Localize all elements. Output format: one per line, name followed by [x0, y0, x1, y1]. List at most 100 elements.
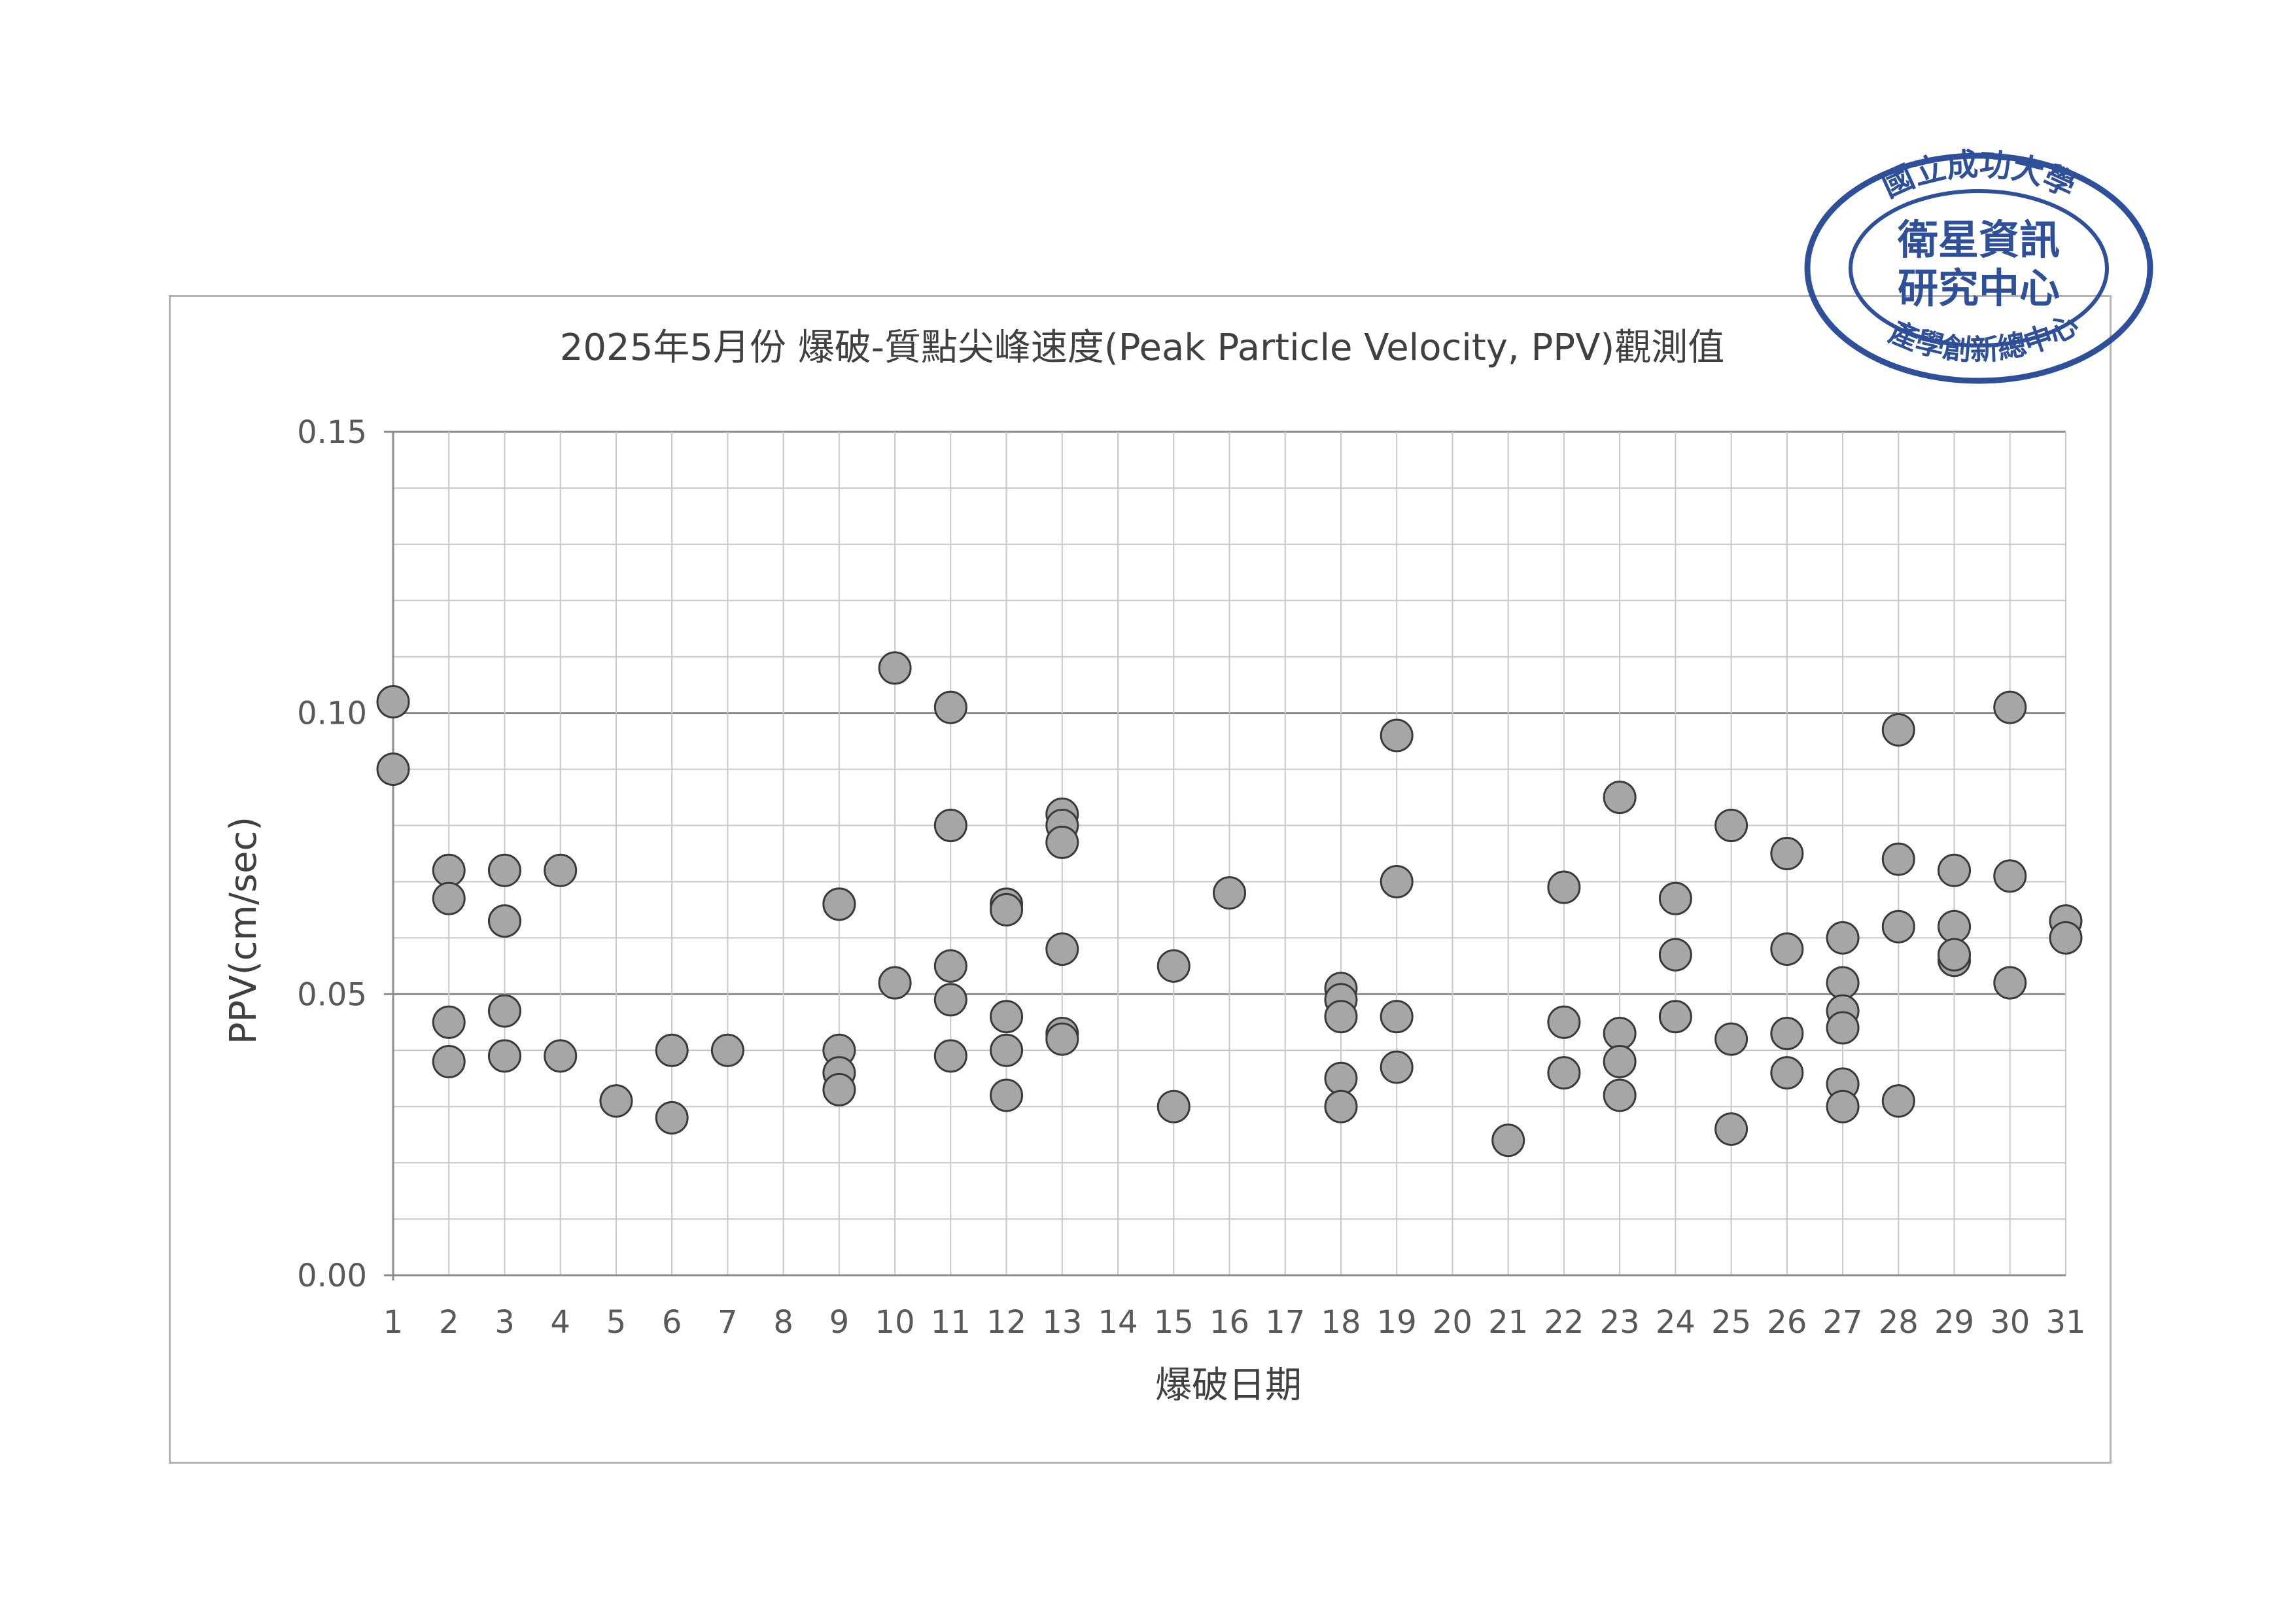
data-point [1770, 932, 1804, 966]
x-tick-label: 30 [1990, 1304, 2030, 1341]
x-tick-label: 4 [550, 1304, 570, 1341]
y-tick-label: 0.15 [297, 414, 367, 451]
data-point [1380, 718, 1414, 752]
x-tick-label: 10 [875, 1304, 915, 1341]
x-tick-label: 14 [1098, 1304, 1138, 1341]
x-tick-label: 15 [1154, 1304, 1194, 1341]
data-point [1547, 1056, 1581, 1090]
data-point [487, 994, 521, 1028]
data-point [1658, 938, 1692, 972]
data-point [1547, 870, 1581, 904]
data-point [878, 966, 912, 1000]
data-point [655, 1033, 689, 1067]
data-point [1881, 842, 1915, 876]
data-point [487, 1039, 521, 1073]
data-point [1770, 1016, 1804, 1050]
x-tick-label: 22 [1544, 1304, 1584, 1341]
data-point [1714, 1022, 1748, 1056]
x-tick-label: 6 [662, 1304, 682, 1341]
x-tick-label: 9 [829, 1304, 850, 1341]
data-point [432, 853, 466, 887]
x-tick-label: 25 [1711, 1304, 1751, 1341]
institution-seal: 國立成功大學 產學創新總中心 衛星資訊 研究中心 [1804, 146, 2153, 384]
y-tick-label: 0.00 [297, 1258, 367, 1294]
x-tick-label: 23 [1600, 1304, 1640, 1341]
data-points [376, 651, 2083, 1157]
y-axis-label: PPV(cm/sec) [222, 817, 265, 1044]
data-point [1603, 1016, 1637, 1050]
x-tick-label: 7 [718, 1304, 738, 1341]
data-point [1658, 1000, 1692, 1034]
seal-inner-line1: 衛星資訊 [1897, 216, 2060, 264]
data-point [710, 1033, 744, 1067]
data-point [1213, 876, 1246, 910]
x-tick-label: 1 [383, 1304, 404, 1341]
x-tick-label: 21 [1488, 1304, 1528, 1341]
data-point [822, 887, 856, 921]
data-point [933, 809, 967, 843]
svg-text:產學創新總中心: 產學創新總中心 [1885, 308, 2084, 367]
data-point [1938, 938, 1972, 972]
data-point [376, 684, 410, 718]
grid-lines [392, 431, 2066, 1277]
data-point [1547, 1005, 1581, 1039]
data-point [1380, 864, 1414, 898]
data-point [1491, 1123, 1525, 1157]
data-point [432, 1044, 466, 1078]
data-point [376, 752, 410, 786]
x-tick-label: 11 [931, 1304, 971, 1341]
data-point [1938, 909, 1972, 944]
data-point [1658, 881, 1692, 915]
data-point [1045, 825, 1079, 859]
x-tick-label: 16 [1209, 1304, 1249, 1341]
data-point [544, 1039, 578, 1073]
x-tick-label: 27 [1823, 1304, 1863, 1341]
x-tick-label: 31 [2045, 1304, 2085, 1341]
data-point [1603, 781, 1637, 815]
x-tick-label: 28 [1879, 1304, 1919, 1341]
data-point [878, 651, 912, 685]
data-point [1045, 932, 1079, 966]
chart-title: 2025年5月份 爆破-質點尖峰速度(Peak Particle Velocit… [560, 327, 1724, 369]
data-point [1993, 859, 2027, 893]
data-point [1881, 1084, 1915, 1118]
data-point [822, 1072, 856, 1106]
data-point [1324, 1061, 1358, 1095]
data-point [487, 904, 521, 938]
data-point [1045, 1022, 1079, 1056]
data-point [1881, 713, 1915, 747]
data-point [1324, 1000, 1358, 1034]
data-point [990, 1000, 1024, 1034]
data-point [1993, 966, 2027, 1000]
x-tick-label: 18 [1321, 1304, 1361, 1341]
x-tick-label: 3 [495, 1304, 515, 1341]
x-tick-label: 12 [986, 1304, 1026, 1341]
seal-bottom-text: 產學創新總中心 [1885, 308, 2084, 367]
data-point [1714, 1112, 1748, 1146]
x-tick-label: 17 [1265, 1304, 1305, 1341]
data-point [1826, 1011, 1860, 1045]
data-point [933, 1039, 967, 1073]
data-point [1380, 1000, 1414, 1034]
data-point [990, 892, 1024, 927]
x-tick-label: 19 [1377, 1304, 1417, 1341]
x-tick-label: 29 [1934, 1304, 1974, 1341]
data-point [2049, 921, 2083, 955]
data-point [432, 881, 466, 915]
data-point [599, 1084, 633, 1118]
data-point [1770, 1056, 1804, 1090]
data-point [990, 1078, 1024, 1112]
data-point [487, 853, 521, 887]
data-point [933, 690, 967, 724]
x-tick-label: 5 [606, 1304, 627, 1341]
scatter-chart: 0.000.050.100.151 2 3 4 5 6 7 8 9 10 11 12 13 14 15 16 1… [222, 327, 2086, 1407]
x-tick-label: 8 [773, 1304, 793, 1341]
x-axis-label: 爆破日期 [1155, 1364, 1302, 1407]
x-tick-label: 24 [1656, 1304, 1696, 1341]
axes: 0.000.050.100.151 2 3 4 5 6 7 8 9 10 11 12 13 14 15 16 1… [297, 414, 2085, 1341]
data-point [990, 1033, 1024, 1067]
seal-inner-line2: 研究中心 [1898, 264, 2060, 312]
data-point [933, 949, 967, 983]
y-tick-label: 0.05 [297, 976, 367, 1013]
data-point [1157, 949, 1191, 983]
